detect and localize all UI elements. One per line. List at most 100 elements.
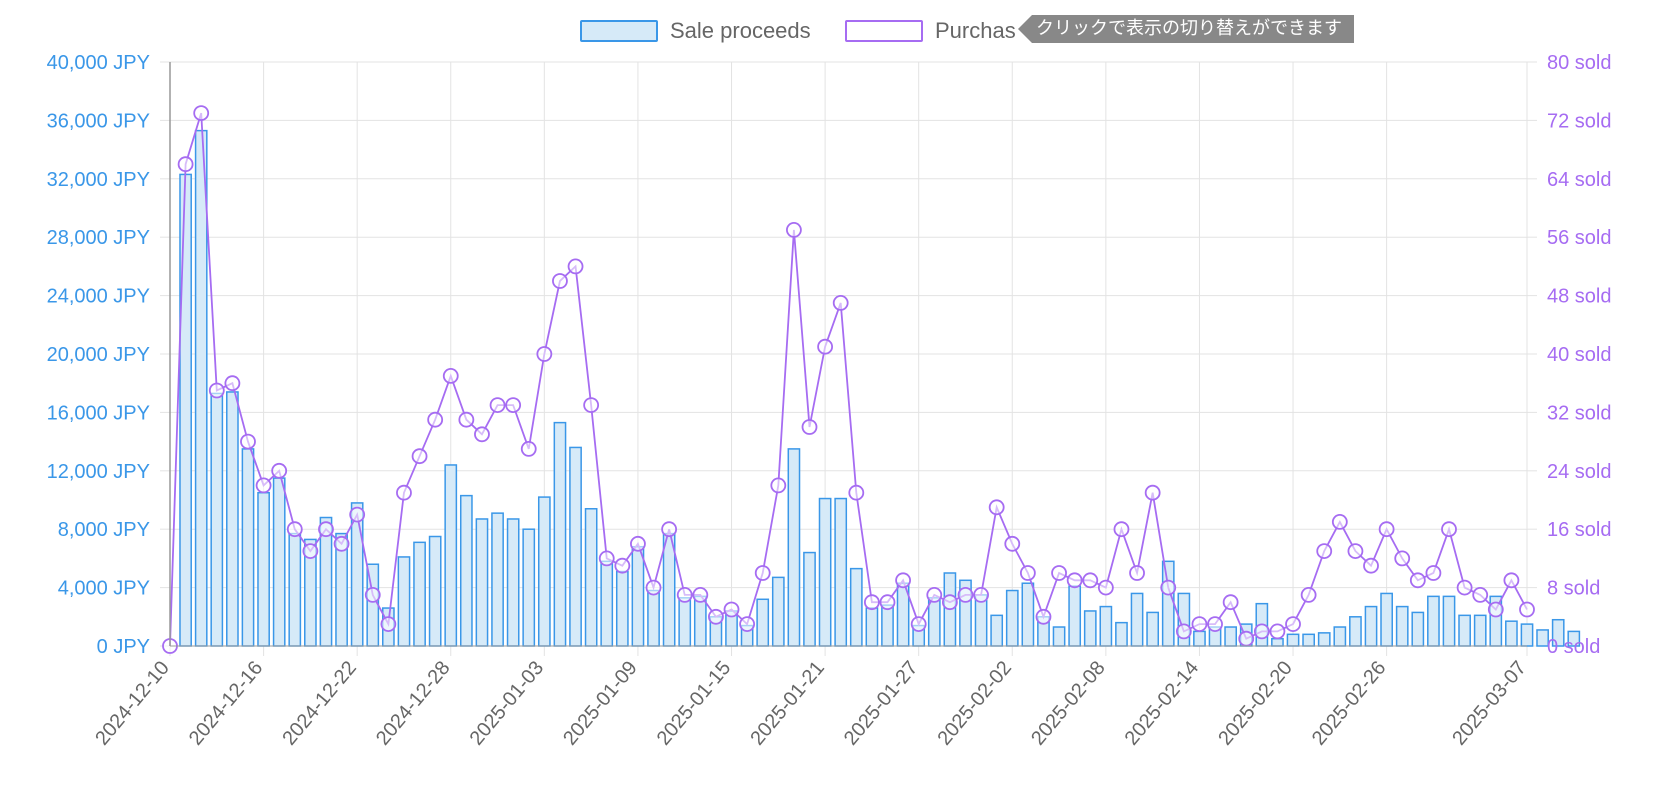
purchases-point xyxy=(817,338,834,355)
sale-proceeds-bar xyxy=(272,477,286,647)
sale-proceeds-bar xyxy=(1395,605,1409,647)
sale-proceeds-bar xyxy=(491,512,504,647)
sale-proceeds-bar xyxy=(226,391,239,647)
tooltip-text: クリックで表示の切り替えができます xyxy=(1036,18,1342,39)
purchases-point xyxy=(1160,579,1177,596)
purchases-point xyxy=(739,616,756,632)
sale-proceeds-bar xyxy=(1099,605,1113,647)
purchases-point xyxy=(208,382,225,399)
purchases-point xyxy=(1207,616,1223,632)
purchases-point xyxy=(1238,630,1255,647)
sale-proceeds-bar xyxy=(600,560,614,647)
purchases-point xyxy=(832,294,849,311)
y-left-tick-label: 4,000 JPY xyxy=(58,578,150,600)
sale-proceeds-bar xyxy=(1146,611,1160,647)
sale-proceeds-bar xyxy=(1005,589,1019,647)
purchases-point xyxy=(1129,565,1145,581)
y-right-tick-label: 16 sold xyxy=(1547,519,1612,541)
purchases-point xyxy=(661,521,678,538)
sale-proceeds-bar xyxy=(881,604,894,647)
sale-proceeds-bar xyxy=(1473,614,1487,647)
sale-proceeds-bar xyxy=(1286,633,1300,647)
purchases-point xyxy=(1363,557,1379,574)
sale-proceeds-bar xyxy=(1567,630,1581,647)
sale-proceeds-bar xyxy=(1115,621,1128,647)
purchases-point xyxy=(1347,543,1364,559)
sale-proceeds-bar xyxy=(678,597,692,647)
y-left-tick-label: 36,000 JPY xyxy=(47,110,150,132)
sale-proceeds-bar xyxy=(537,496,551,647)
y-right-tick-label: 0 sold xyxy=(1547,636,1600,658)
y-right-tick-label: 64 sold xyxy=(1547,169,1612,191)
legend: Sale proceeds Purchas xyxy=(0,16,1656,46)
purchases-point xyxy=(1378,521,1395,538)
purchases-point xyxy=(1316,543,1333,559)
purchases-point xyxy=(380,616,397,632)
legend-swatch-purchases xyxy=(845,20,923,42)
x-tick-label: 2024-12-22 xyxy=(278,657,361,750)
sale-proceeds-bar xyxy=(1411,611,1425,647)
purchases-point xyxy=(1300,587,1317,603)
purchases-point xyxy=(1425,565,1442,581)
y-left-tick-label: 16,000 JPY xyxy=(47,402,150,424)
purchases-point xyxy=(286,521,303,538)
purchases-point xyxy=(1035,608,1052,625)
purchases-point xyxy=(318,521,334,538)
purchases-point xyxy=(973,587,989,603)
sale-proceeds-bar xyxy=(1271,637,1284,647)
sale-proceeds-bar xyxy=(413,541,426,647)
purchases-point xyxy=(1503,572,1520,589)
legend-item-purchases[interactable]: Purchas xyxy=(845,16,1016,46)
x-tick-label: 2025-01-21 xyxy=(746,657,829,750)
y-left-tick-label: 40,000 JPY xyxy=(47,52,150,74)
sale-proceeds-bar xyxy=(693,595,707,647)
purchases-point xyxy=(1113,521,1130,538)
purchases-point xyxy=(863,594,880,611)
purchases-point xyxy=(1487,601,1504,618)
sale-proceeds-bar xyxy=(522,528,536,647)
purchases-point xyxy=(723,601,740,618)
purchases-point xyxy=(1066,572,1083,589)
purchases-point xyxy=(692,587,709,603)
sale-proceeds-bar xyxy=(1364,605,1378,647)
y-right-tick-label: 40 sold xyxy=(1547,344,1612,366)
sale-proceeds-bar xyxy=(756,598,770,647)
purchases-point xyxy=(676,587,693,603)
purchases-point xyxy=(505,397,522,414)
purchases-point xyxy=(770,477,787,494)
sale-proceeds-bar xyxy=(1083,610,1097,647)
sale-proceeds-bar xyxy=(849,567,863,647)
purchases-series-line xyxy=(169,112,1528,647)
purchases-point xyxy=(645,579,662,596)
sale-proceeds-bar xyxy=(803,551,816,647)
x-tick-label: 2025-02-02 xyxy=(933,657,1016,750)
purchases-point xyxy=(598,550,615,567)
purchases-point xyxy=(786,221,802,238)
y-left-tick-label: 0 JPY xyxy=(97,636,150,658)
y-left-tick-label: 8,000 JPY xyxy=(58,519,150,541)
sale-proceeds-bar xyxy=(1317,632,1331,647)
purchases-point xyxy=(1441,521,1457,538)
purchases-point xyxy=(458,411,475,428)
sale-proceeds-bar xyxy=(1458,614,1471,647)
y-right-tick-label: 48 sold xyxy=(1547,286,1612,308)
purchases-point xyxy=(1082,572,1099,589)
purchases-point xyxy=(396,484,412,501)
sale-proceeds-bar xyxy=(179,173,192,647)
purchases-point xyxy=(1269,623,1286,640)
y-right-tick-label: 80 sold xyxy=(1547,52,1612,74)
purchases-line xyxy=(162,105,1535,654)
sale-proceeds-bar xyxy=(584,508,598,647)
purchases-point xyxy=(1051,565,1067,581)
purchases-point xyxy=(1004,535,1021,552)
purchases-point xyxy=(848,484,865,501)
sale-proceeds-bar xyxy=(194,129,208,647)
purchases-point xyxy=(364,587,381,603)
purchases-point xyxy=(520,440,537,457)
sale-proceeds-bar xyxy=(818,497,832,647)
purchases-point xyxy=(349,506,366,523)
sale-proceeds-bar xyxy=(615,570,629,647)
sale-proceeds-bar xyxy=(1224,626,1238,647)
legend-item-sale-proceeds[interactable]: Sale proceeds xyxy=(580,16,811,46)
sale-proceeds-bar xyxy=(662,532,676,647)
